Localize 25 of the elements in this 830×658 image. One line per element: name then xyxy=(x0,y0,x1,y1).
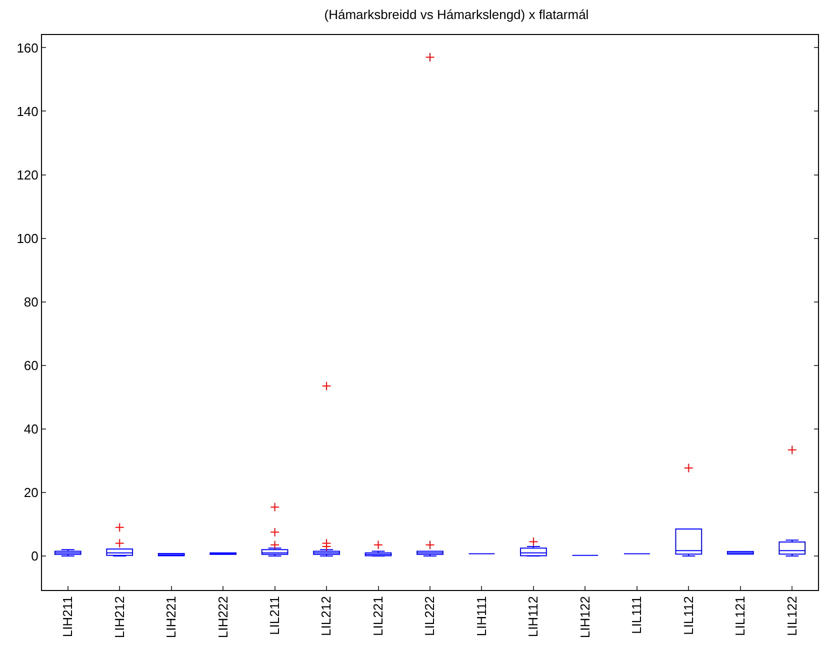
x-tick-label: LIH211 xyxy=(60,596,76,638)
y-tick-label: 20 xyxy=(24,485,38,500)
x-tick-label: LIL221 xyxy=(370,596,386,636)
y-tick-label: 40 xyxy=(24,421,38,436)
y-tick-label: 160 xyxy=(16,40,38,56)
y-tick-label: 120 xyxy=(16,167,38,182)
y-tick-label: 0 xyxy=(31,548,38,564)
x-tick-label: LIH122 xyxy=(577,596,592,638)
x-tick-label: LIH111 xyxy=(474,596,489,636)
x-tick-label: LIL121 xyxy=(732,596,748,636)
x-tick-label: LIL222 xyxy=(422,596,438,636)
x-tick-label: LIL122 xyxy=(784,596,800,636)
x-tick-label: LIL212 xyxy=(318,596,334,636)
x-tick-label: LIH221 xyxy=(164,596,179,638)
x-tick-label: LIL111 xyxy=(629,596,644,634)
y-tick-label: 140 xyxy=(16,104,38,119)
x-tick-label: LIH222 xyxy=(215,596,230,638)
x-tick-label: LIH112 xyxy=(526,596,541,638)
y-tick-label: 80 xyxy=(24,294,38,310)
x-tick-label: LIH212 xyxy=(112,596,127,638)
y-tick-label: 100 xyxy=(16,230,38,246)
chart-title: (Hámarksbreidd vs Hámarkslengd) x flatarmál xyxy=(324,6,589,22)
y-tick-label: 60 xyxy=(24,358,38,373)
x-tick-label: LIL211 xyxy=(267,596,282,635)
x-tick-label: LIL112 xyxy=(680,596,696,635)
